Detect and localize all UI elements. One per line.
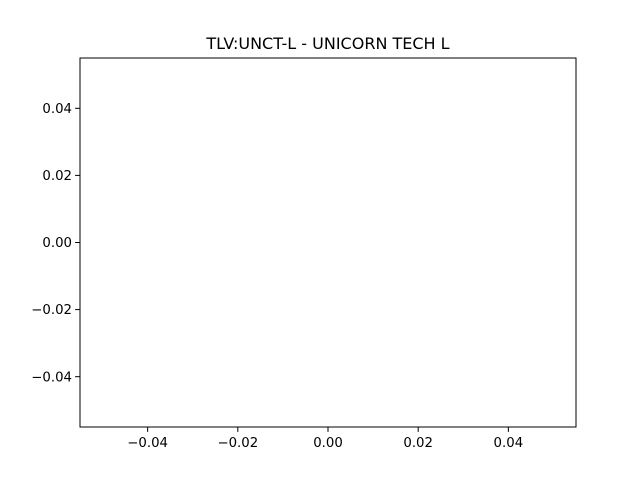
y-tick-label: −0.02 <box>31 303 72 318</box>
y-axis: −0.04 −0.02 0.00 0.02 0.04 <box>31 102 80 385</box>
y-tick-label: 0.02 <box>42 169 72 184</box>
x-tick-label: −0.04 <box>127 436 168 451</box>
plot-area <box>79 57 577 428</box>
chart-title: TLV:UNCT-L - UNICORN TECH L <box>205 34 449 53</box>
y-tick-label: 0.00 <box>42 236 72 251</box>
y-tick-label: 0.04 <box>42 102 72 117</box>
x-tick-label: 0.04 <box>494 436 524 451</box>
x-tick-label: 0.02 <box>403 436 433 451</box>
x-tick-label: 0.00 <box>313 436 343 451</box>
y-tick-label: −0.04 <box>31 370 72 385</box>
x-axis: −0.04 −0.02 0.00 0.02 0.04 <box>127 427 523 451</box>
x-tick-label: −0.02 <box>217 436 258 451</box>
